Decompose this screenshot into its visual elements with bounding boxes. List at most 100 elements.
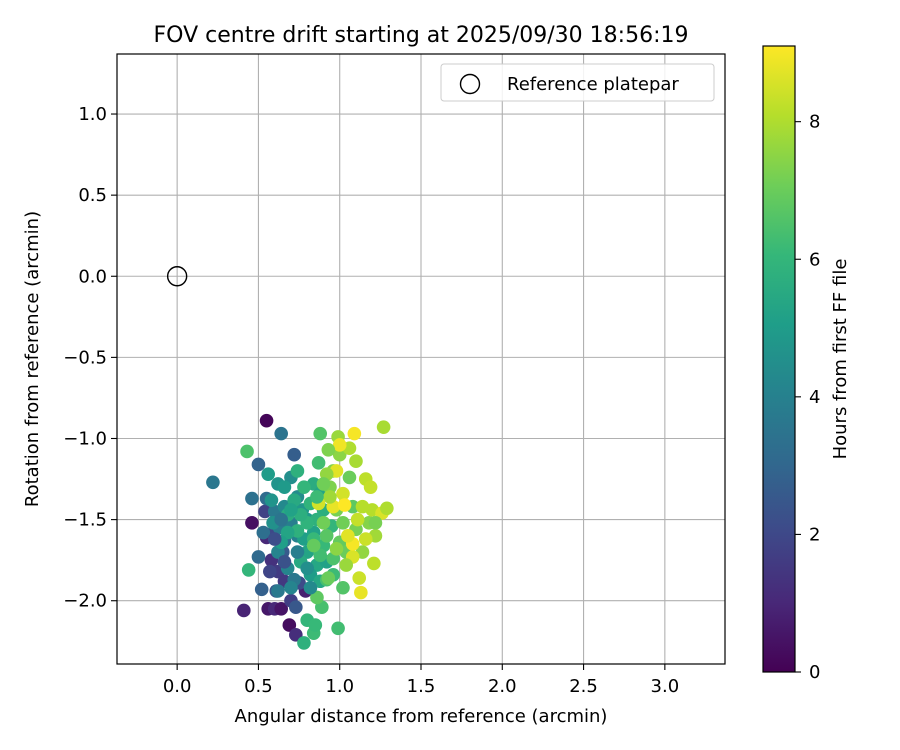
colorbar-tick-label: 0	[809, 662, 820, 683]
data-point	[321, 571, 336, 585]
y-axis-label: Rotation from reference (arcmin)	[22, 211, 43, 507]
data-point	[336, 486, 350, 501]
data-point	[341, 529, 355, 543]
x-axis: 0.0 0.5 1.0 1.5 2.0 2.5 3.0	[163, 664, 679, 697]
colorbar-tick-label: 6	[809, 249, 820, 270]
data-point	[287, 447, 301, 462]
data-point	[308, 618, 323, 632]
data-point	[267, 532, 282, 546]
data-point	[263, 564, 277, 579]
data-point	[350, 512, 365, 527]
legend: Reference platepar	[440, 63, 715, 102]
data-point	[258, 504, 272, 519]
data-point	[274, 426, 288, 441]
y-tick-label: 0.5	[78, 185, 107, 206]
colorbar-label: Hours from first FF file	[830, 259, 851, 460]
data-point	[363, 480, 378, 494]
legend-label: Reference platepar	[507, 74, 679, 95]
data-point	[277, 554, 292, 569]
data-point	[368, 516, 383, 530]
data-point	[339, 558, 354, 572]
data-point	[367, 556, 381, 571]
data-point	[336, 516, 350, 530]
data-point	[337, 498, 352, 512]
data-point	[313, 426, 328, 441]
y-tick-label: −0.5	[63, 347, 107, 368]
reference-layer	[166, 266, 188, 287]
data-point	[271, 584, 285, 598]
data-point	[274, 512, 288, 527]
data-point	[306, 538, 321, 553]
data-point	[331, 621, 345, 636]
data-point	[358, 532, 373, 546]
data-point	[264, 493, 279, 507]
data-point	[259, 413, 274, 428]
data-point	[323, 490, 337, 504]
data-point	[300, 561, 315, 576]
data-point	[290, 464, 305, 478]
data-point	[329, 542, 344, 556]
data-point	[251, 457, 266, 472]
data-point	[354, 585, 368, 600]
data-point	[310, 490, 324, 504]
data-point	[303, 580, 318, 595]
data-point	[277, 480, 292, 494]
colorbar-bar	[762, 45, 796, 673]
data-point	[256, 525, 271, 540]
data-point	[251, 550, 266, 564]
y-tick-label: 0.0	[78, 266, 107, 287]
data-point	[380, 501, 394, 516]
data-point	[349, 454, 363, 469]
colorbar-tick-label: 4	[809, 387, 820, 408]
data-point	[206, 475, 220, 490]
y-tick-label: −1.5	[63, 510, 107, 531]
data-point	[355, 499, 370, 514]
x-tick-label: 3.0	[651, 676, 680, 697]
chart-title: FOV centre drift starting at 2025/09/30 …	[154, 23, 689, 48]
data-point	[280, 525, 295, 540]
y-tick-label: −1.0	[63, 428, 107, 449]
data-point	[290, 545, 305, 559]
y-tick-label: −2.0	[63, 591, 107, 612]
data-point	[289, 600, 303, 615]
colorbar-tick-label: 2	[809, 524, 820, 545]
data-point	[347, 426, 362, 441]
data-point	[313, 548, 328, 563]
data-point	[254, 582, 269, 597]
x-axis-label: Angular distance from reference (arcmin)	[235, 706, 608, 727]
data-point	[319, 529, 334, 543]
colorbar-ticks: 0 2 4 6 8	[795, 112, 820, 683]
data-point	[310, 590, 324, 605]
x-tick-label: 0.5	[244, 676, 273, 697]
x-tick-label: 2.5	[569, 676, 598, 697]
x-tick-label: 1.5	[407, 676, 436, 697]
data-point	[241, 563, 256, 577]
data-point	[321, 443, 336, 457]
data-point	[237, 603, 251, 618]
data-point	[332, 438, 347, 452]
y-tick-label: 1.0	[78, 104, 107, 125]
data-point	[297, 480, 311, 494]
data-point	[352, 571, 367, 585]
data-point	[297, 636, 311, 650]
data-point	[245, 516, 259, 530]
colorbar-tick-label: 8	[809, 112, 820, 133]
y-axis: 1.0 0.5 0.0 −0.5 −1.0 −1.5 −2.0	[63, 104, 117, 612]
data-point	[311, 456, 326, 470]
data-point	[240, 444, 254, 459]
colorbar: 0 2 4 6 8 Hours from first FF file	[762, 45, 851, 683]
data-point	[282, 618, 297, 632]
legend-marker	[459, 73, 481, 95]
reference-platepar-marker	[166, 266, 188, 287]
data-point	[284, 503, 298, 517]
data-point	[261, 467, 275, 481]
data-point	[245, 491, 259, 506]
legend-box	[440, 63, 715, 102]
data-point	[332, 447, 347, 462]
x-tick-label: 2.0	[488, 676, 517, 697]
data-point	[336, 580, 350, 595]
data-point	[342, 470, 357, 485]
grid-layer	[117, 54, 725, 664]
data-point	[316, 477, 331, 491]
